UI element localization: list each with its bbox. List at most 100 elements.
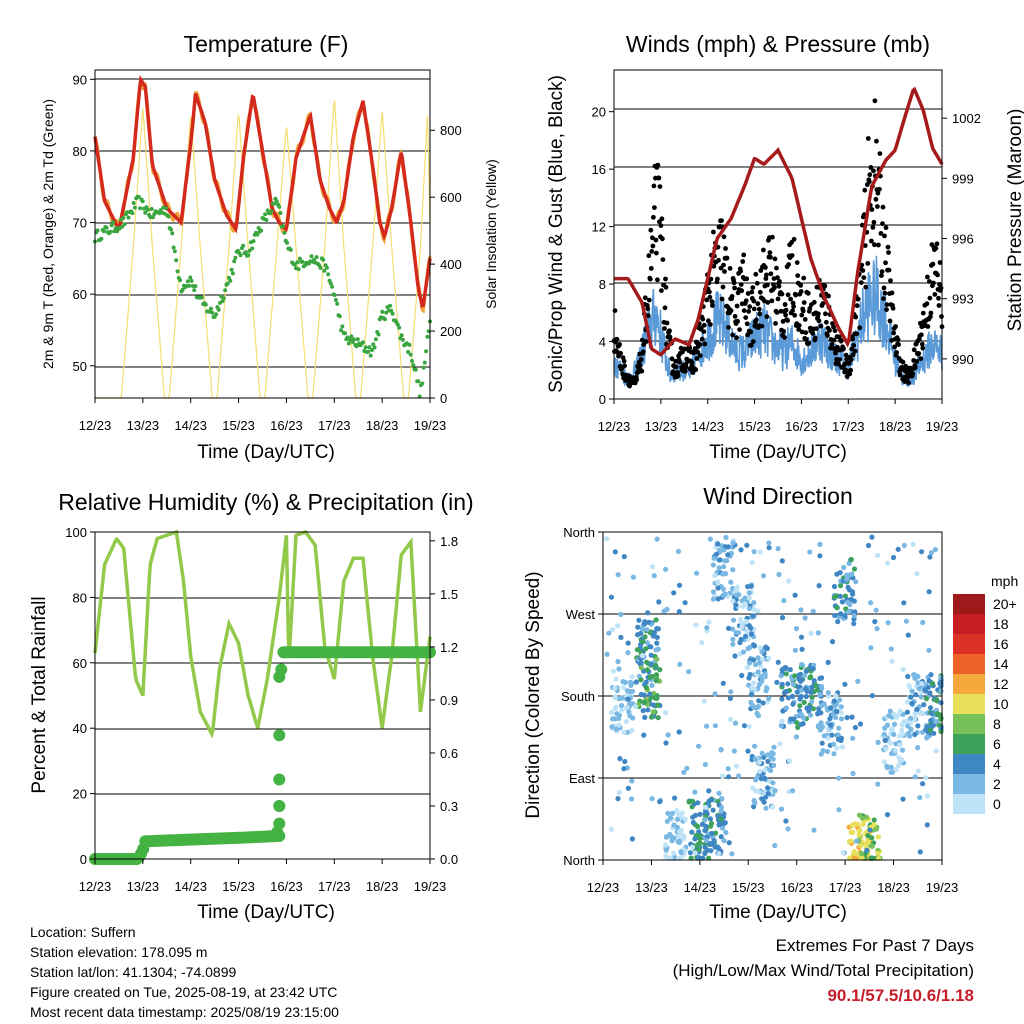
direction-point	[806, 704, 813, 710]
direction-point	[706, 619, 712, 625]
wind-line	[613, 255, 943, 388]
direction-point	[739, 672, 745, 679]
direction-point	[687, 850, 694, 856]
gust-point	[673, 364, 679, 370]
direction-point	[829, 639, 836, 645]
direction-point	[912, 731, 918, 738]
direction-point	[638, 665, 645, 671]
dewpoint-point	[189, 278, 194, 283]
direction-point	[909, 700, 915, 707]
gust-point	[884, 307, 889, 312]
direction-point	[750, 785, 756, 791]
y-tick-label: 0	[599, 392, 606, 407]
direction-point	[708, 848, 714, 854]
direction-point	[752, 743, 758, 749]
dewpoint-point	[228, 278, 233, 283]
dewpoint-point	[376, 332, 381, 337]
extremes-heading: Extremes For Past 7 Days	[775, 936, 974, 955]
direction-point	[888, 769, 894, 775]
gust-point	[709, 299, 715, 304]
direction-point	[808, 674, 814, 680]
y-tick-label: 20	[592, 105, 606, 120]
direction-point	[917, 795, 923, 801]
direction-point	[837, 593, 844, 600]
direction-point	[676, 729, 682, 735]
x-tick-label: 12/23	[79, 879, 112, 894]
direction-point	[891, 711, 898, 718]
direction-point	[811, 827, 817, 833]
extremes-box: Extremes For Past 7 Days (High/Low/Max W…	[673, 933, 974, 1008]
dewpoint-point	[413, 367, 418, 372]
dewpoint-point	[246, 253, 251, 258]
gust-point	[780, 319, 786, 324]
y-tick-label: 100	[65, 525, 87, 540]
gust-point	[720, 284, 726, 290]
direction-point	[785, 695, 792, 701]
y-tick-label-right: 999	[952, 171, 974, 186]
direction-point	[643, 646, 649, 652]
direction-point	[762, 671, 768, 677]
direction-point	[912, 774, 918, 780]
info-latlon: Station lat/lon: 41.1304; -74.0899	[30, 964, 237, 980]
gust-point	[693, 367, 699, 373]
gust-point	[638, 357, 644, 362]
gust-point	[789, 253, 795, 258]
direction-point	[729, 851, 735, 857]
direction-point	[779, 558, 785, 564]
direction-point	[778, 806, 785, 812]
x-tick-label: 17/23	[829, 880, 862, 895]
direction-point	[848, 829, 854, 836]
direction-point	[638, 677, 644, 683]
y-tick-label: North	[563, 525, 595, 540]
y-tick-label-right: 0.3	[440, 799, 458, 814]
gust-point	[820, 301, 826, 306]
direction-point	[782, 664, 789, 671]
gust-point	[872, 98, 878, 104]
direction-point	[625, 785, 632, 791]
direction-point	[932, 547, 939, 553]
gust-point	[914, 359, 920, 364]
gust-point	[663, 276, 668, 282]
direction-point	[868, 600, 874, 606]
dewpoint-point	[277, 204, 282, 209]
direction-point	[798, 607, 804, 613]
gust-point	[729, 294, 735, 299]
direction-point	[850, 591, 856, 597]
direction-point	[808, 689, 814, 696]
gust-point	[643, 339, 649, 344]
direction-point	[852, 724, 859, 731]
dewpoint-point	[420, 381, 425, 386]
dewpoint-point	[187, 283, 192, 288]
gust-point	[779, 291, 785, 297]
gust-point	[911, 347, 917, 353]
gust-point	[796, 327, 802, 332]
direction-point	[897, 708, 904, 714]
winds-frame	[613, 69, 943, 400]
dewpoint-point	[395, 322, 400, 327]
gust-point	[711, 263, 717, 269]
rh-x-ticks: 12/23 13/23 14/23 15/23 16/23 17/23 18/23 19/23	[79, 859, 446, 894]
gust-point	[620, 371, 625, 377]
direction-point	[712, 691, 718, 697]
direction-point	[749, 559, 755, 566]
dewpoint-point	[339, 328, 344, 333]
direction-point	[730, 598, 736, 604]
legend-swatch	[953, 734, 985, 754]
gust-point	[877, 186, 882, 192]
direction-point	[678, 849, 684, 856]
rh-y-label: Percent & Total Rainfall	[29, 596, 50, 793]
direction-point	[699, 640, 705, 646]
direction-point	[763, 794, 769, 800]
direction-point	[756, 759, 762, 765]
dewpoint-point	[210, 310, 215, 315]
x-tick-label: 19/23	[926, 880, 959, 895]
direction-point	[915, 745, 921, 751]
gust-point	[734, 335, 739, 341]
temperature-x-ticks: 12/23 13/23 14/23 15/23 16/23 17/23 18/23 19/23	[79, 398, 446, 433]
direction-point	[649, 796, 655, 802]
gust-point	[865, 136, 871, 141]
gust-point	[935, 272, 940, 278]
gust-point	[888, 278, 893, 283]
gust-point	[906, 380, 912, 386]
y-tick-label: East	[569, 771, 595, 786]
